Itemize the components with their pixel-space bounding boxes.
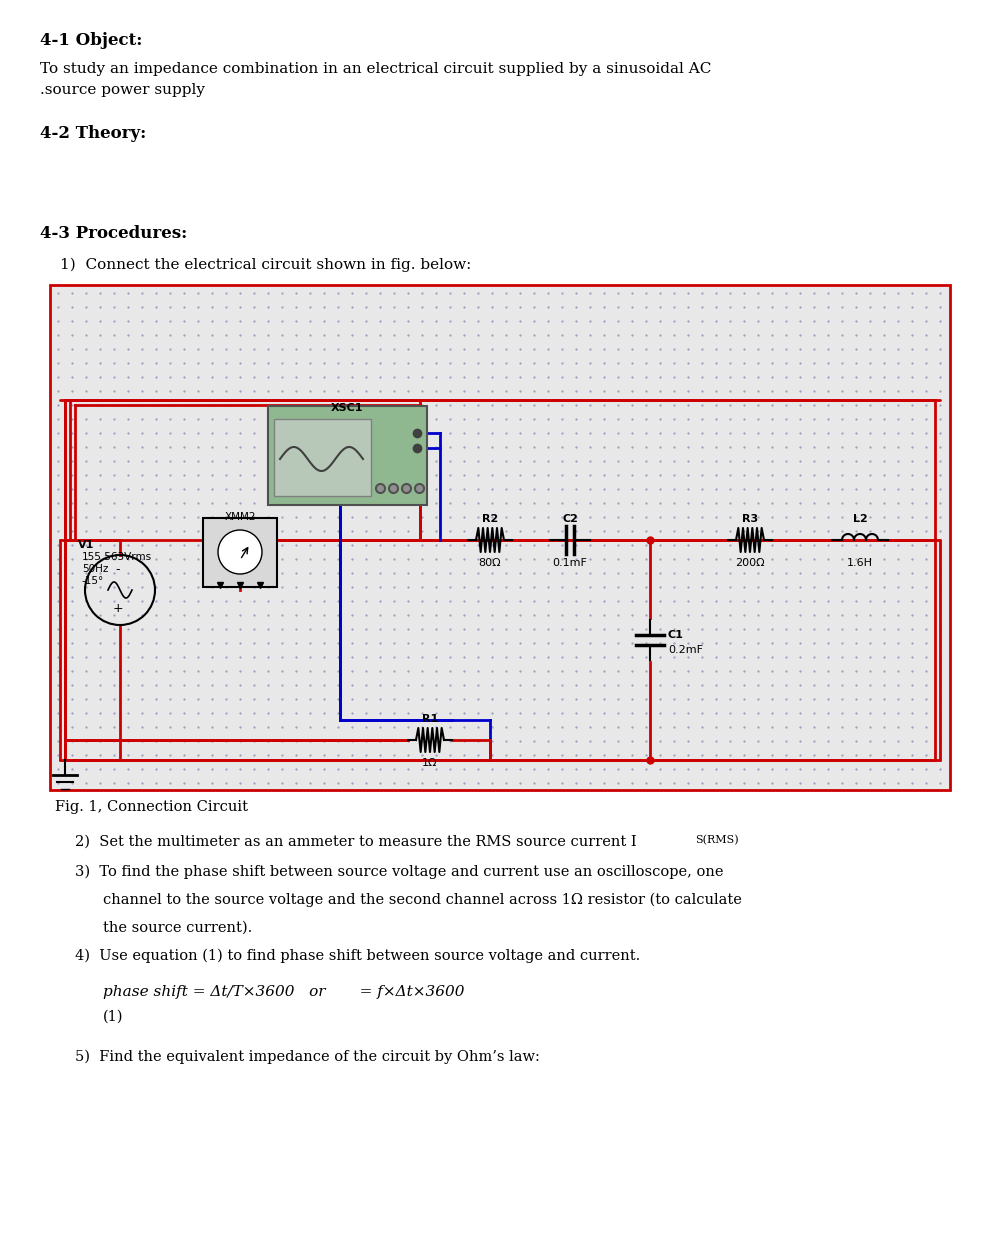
Text: 5)  Find the equivalent impedance of the circuit by Ohm’s law:: 5) Find the equivalent impedance of the … [75, 1050, 540, 1065]
Text: 155.563Vrms: 155.563Vrms [82, 552, 152, 562]
Text: 4-1 Object:: 4-1 Object: [40, 32, 142, 49]
Text: 200Ω: 200Ω [736, 559, 765, 569]
Text: Fig. 1, Connection Circuit: Fig. 1, Connection Circuit [55, 800, 248, 814]
Text: 1)  Connect the electrical circuit shown in fig. below:: 1) Connect the electrical circuit shown … [60, 258, 471, 272]
Text: 1Ω: 1Ω [422, 758, 438, 768]
Text: S(RMS): S(RMS) [695, 835, 738, 846]
Text: 4-2 Theory:: 4-2 Theory: [40, 124, 146, 142]
Text: XMM2: XMM2 [224, 513, 255, 522]
Text: (1): (1) [103, 1010, 124, 1024]
Text: 0.2mF: 0.2mF [668, 644, 703, 656]
Text: R2: R2 [482, 514, 498, 524]
Text: 4)  Use equation (1) to find phase shift between source voltage and current.: 4) Use equation (1) to find phase shift … [75, 949, 640, 963]
Text: 4-3 Procedures:: 4-3 Procedures: [40, 225, 188, 243]
FancyBboxPatch shape [268, 406, 427, 505]
FancyBboxPatch shape [50, 285, 950, 790]
Text: the source current).: the source current). [103, 921, 252, 935]
FancyBboxPatch shape [203, 518, 277, 587]
Text: V1: V1 [78, 540, 94, 550]
Text: 3)  To find the phase shift between source voltage and current use an oscillosco: 3) To find the phase shift between sourc… [75, 865, 724, 880]
Text: phase shift = Δt/T×3600   or       = f×Δt×3600: phase shift = Δt/T×3600 or = f×Δt×3600 [103, 985, 464, 999]
Text: 1.6H: 1.6H [847, 559, 873, 569]
Text: R3: R3 [742, 514, 758, 524]
Text: To study an impedance combination in an electrical circuit supplied by a sinusoi: To study an impedance combination in an … [40, 62, 711, 97]
Text: XSC1: XSC1 [331, 403, 363, 413]
Text: R1: R1 [422, 714, 438, 724]
FancyBboxPatch shape [274, 419, 371, 496]
Text: C1: C1 [668, 629, 683, 639]
Text: channel to the source voltage and the second channel across 1Ω resistor (to calc: channel to the source voltage and the se… [103, 893, 741, 907]
Text: 2)  Set the multimeter as an ammeter to measure the RMS source current I: 2) Set the multimeter as an ammeter to m… [75, 835, 636, 848]
Text: 80Ω: 80Ω [478, 559, 502, 569]
Text: +: + [113, 602, 124, 615]
Text: 50Hz: 50Hz [82, 564, 108, 573]
Circle shape [218, 530, 262, 573]
Text: -: - [116, 564, 120, 576]
Text: C2: C2 [562, 514, 578, 524]
Text: -15°: -15° [82, 576, 104, 586]
Text: L2: L2 [852, 514, 867, 524]
Text: 0.1mF: 0.1mF [553, 559, 587, 569]
